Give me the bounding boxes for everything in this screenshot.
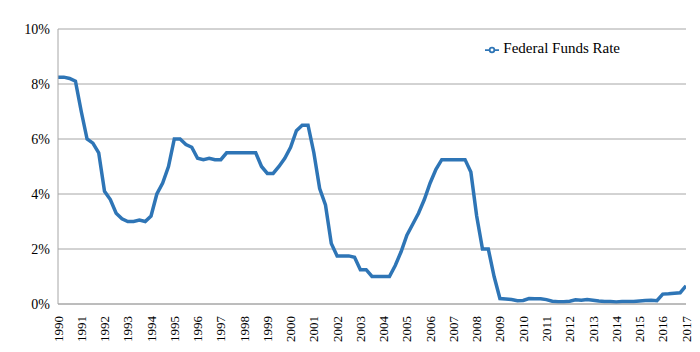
svg-text:0%: 0%: [31, 297, 50, 312]
svg-text:2%: 2%: [31, 242, 50, 257]
svg-text:4%: 4%: [31, 187, 50, 202]
svg-text:1992: 1992: [97, 316, 112, 342]
svg-text:2009: 2009: [492, 316, 507, 342]
svg-text:2007: 2007: [446, 316, 461, 343]
svg-text:1993: 1993: [120, 316, 135, 342]
svg-text:2000: 2000: [283, 316, 298, 342]
svg-text:2011: 2011: [539, 316, 554, 342]
svg-text:2012: 2012: [562, 316, 577, 342]
svg-text:2013: 2013: [586, 316, 601, 342]
svg-text:2003: 2003: [353, 316, 368, 342]
svg-text:2010: 2010: [516, 316, 531, 342]
svg-text:2015: 2015: [632, 316, 647, 342]
svg-text:1997: 1997: [213, 316, 228, 343]
svg-text:2005: 2005: [399, 316, 414, 342]
svg-text:2001: 2001: [306, 316, 321, 342]
svg-text:2006: 2006: [423, 316, 438, 343]
svg-text:1991: 1991: [74, 316, 89, 342]
svg-text:1999: 1999: [260, 316, 275, 342]
svg-text:10%: 10%: [24, 22, 50, 37]
svg-text:2002: 2002: [330, 316, 345, 342]
svg-text:2004: 2004: [376, 316, 391, 343]
svg-text:2008: 2008: [469, 316, 484, 342]
svg-text:8%: 8%: [31, 77, 50, 92]
svg-text:1998: 1998: [237, 316, 252, 342]
svg-text:1994: 1994: [144, 316, 159, 343]
svg-text:2016: 2016: [655, 316, 670, 343]
html-text:Federal Funds Rate: Federal Funds Rate: [503, 40, 620, 56]
svg-text:1990: 1990: [51, 316, 66, 342]
svg-text:2017: 2017: [679, 316, 692, 343]
svg-text:1995: 1995: [167, 316, 182, 342]
svg-text:6%: 6%: [31, 132, 50, 147]
svg-text:1996: 1996: [190, 316, 205, 343]
svg-text:2014: 2014: [609, 316, 624, 343]
